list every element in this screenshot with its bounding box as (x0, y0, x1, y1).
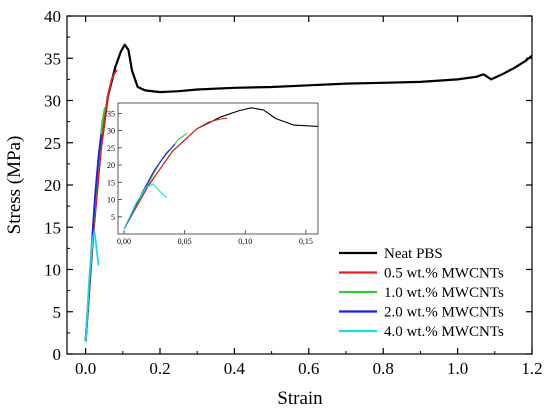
x-tick-label: 0.2 (149, 359, 170, 378)
x-tick-label: 0.8 (373, 359, 394, 378)
legend: Neat PBS 0.5 wt.% MWCNTs 1.0 wt.% MWCNTs 2.… (339, 246, 504, 340)
main-plot-frame (66, 15, 533, 355)
y-tick-label: 5 (53, 303, 62, 322)
series-line-neat-pbs (84, 43, 533, 342)
x-tick-label: 1.0 (447, 359, 468, 378)
legend-label-0-5-wt-mwcnts: 0.5 wt.% MWCNTs (384, 266, 504, 282)
inset-y-tick-label: 5 (111, 213, 115, 222)
legend-label-1-0-wt-mwcnts: 1.0 wt.% MWCNTs (384, 285, 504, 301)
inset-axis-ticks: 0,00 0,05 0,10 0,15 5 10 15 20 25 30 35 (107, 109, 313, 246)
inset-y-tick-label: 15 (107, 178, 115, 187)
x-tick-label: 0.0 (75, 359, 96, 378)
main-axis-ticks: 0.0 0.2 0.4 0.6 0.8 1.0 1.2 0 5 10 15 20 25 30 35 40 (44, 7, 543, 378)
inset-x-tick-label: 0,10 (238, 237, 252, 246)
y-tick-label: 20 (44, 176, 61, 195)
x-tick-label: 1.2 (521, 359, 542, 378)
y-tick-label: 25 (44, 134, 61, 153)
inset-y-tick-label: 30 (107, 127, 115, 136)
inset-background (118, 103, 318, 234)
y-tick-label: 30 (44, 92, 61, 111)
legend-label-neat-pbs: Neat PBS (384, 246, 443, 262)
inset-series-line-0-5-wt-mwcnts (123, 117, 228, 230)
inset-series-line-4-0-wt-mwcnts (123, 183, 167, 230)
y-tick-label: 15 (44, 218, 61, 237)
y-tick-label: 35 (44, 49, 61, 68)
main-plot-series (84, 43, 533, 342)
inset-chart: 0,00 0,05 0,10 0,15 5 10 15 20 25 30 35 (107, 102, 319, 246)
inset-y-tick-label: 35 (107, 109, 115, 118)
inset-x-tick-label: 0,00 (117, 237, 131, 246)
inset-x-tick-label: 0,05 (178, 237, 192, 246)
legend-label-2-0-wt-mwcnts: 2.0 wt.% MWCNTs (384, 305, 504, 321)
inset-x-tick-label: 0,15 (299, 237, 313, 246)
inset-plot-series (123, 107, 319, 230)
series-line-4-0-wt-mwcnts (84, 230, 100, 342)
inset-plot-frame (117, 102, 319, 235)
y-tick-label: 40 (44, 7, 61, 26)
inset-y-tick-label: 20 (107, 161, 115, 170)
y-tick-label: 0 (53, 345, 62, 364)
legend-label-4-0-wt-mwcnts: 4.0 wt.% MWCNTs (384, 324, 504, 340)
x-tick-label: 0.4 (224, 359, 246, 378)
x-axis-label: Strain (277, 388, 323, 409)
x-tick-label: 0.6 (298, 359, 319, 378)
inset-y-tick-label: 25 (107, 144, 115, 153)
inset-y-tick-label: 10 (107, 196, 115, 205)
y-tick-label: 10 (44, 261, 61, 280)
inset-series-line-2-0-wt-mwcnts (123, 144, 176, 230)
y-axis-label: Stress (MPa) (4, 136, 25, 235)
